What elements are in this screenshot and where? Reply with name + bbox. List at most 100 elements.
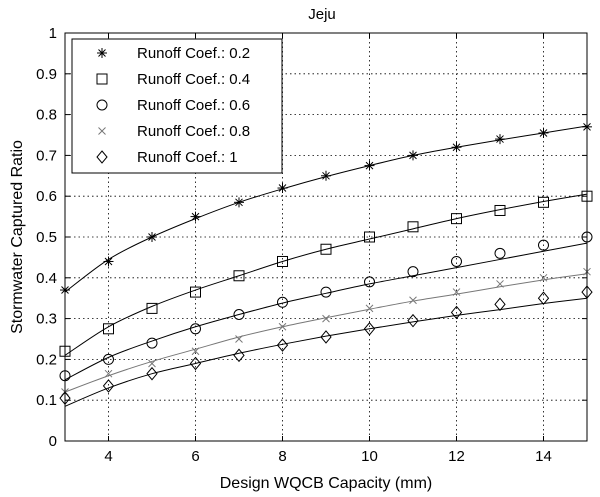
data-point-1 [103,323,114,335]
y-tick-labels: 0 0.1 0.2 0.3 0.4 0.5 0.6 0.7 0.8 0.9 1 [36,25,57,450]
chart-title: Jeju [308,6,336,23]
data-point-4 [494,297,506,312]
legend-entry: Runoff Coef.: 0.6 [96,97,250,114]
y-tick-label: 0.3 [36,311,57,328]
y-tick-label: 0.6 [36,188,57,205]
legend-label: Runoff Coef.: 1 [137,149,238,166]
y-tick-label: 0.7 [36,147,57,164]
legend-label: Runoff Coef.: 0.4 [137,71,250,88]
data-point-2 [190,323,201,335]
data-point-2 [364,276,375,288]
data-point-2 [277,296,288,308]
data-point-0 [451,142,462,153]
x-tick-label: 6 [191,448,199,465]
data-point-3 [191,347,200,356]
legend-entry: Runoff Coef.: 0.8 [98,123,250,140]
data-point-1 [190,286,201,298]
y-tick-label: 0.2 [36,351,57,368]
data-point-3 [235,335,243,343]
y-tick-label: 0.5 [36,229,57,246]
legend-label: Runoff Coef.: 0.2 [137,45,250,62]
data-point-1 [451,213,462,225]
data-point-0 [190,211,201,222]
data-point-2 [233,309,245,321]
legend-marker [98,127,106,135]
y-tick-label: 0.9 [36,66,57,83]
legend-entry: Runoff Coef.: 0.4 [96,71,250,88]
data-point-0 [495,134,505,145]
data-point-2 [103,353,114,365]
y-axis-label: Stormwater Captured Ratio [9,140,26,334]
data-point-3 [409,296,417,305]
data-point-0 [364,160,375,171]
data-point-2 [538,239,549,251]
data-point-4 [146,366,158,381]
data-point-4 [233,348,245,363]
data-point-1 [538,196,549,208]
data-point-2 [320,286,332,298]
data-point-0 [277,183,288,194]
data-point-4 [537,291,550,305]
data-point-0 [103,256,114,267]
x-tick-labels: 4 6 8 10 12 14 [104,448,552,465]
data-point-3 [322,314,330,323]
data-point-3 [104,369,113,378]
data-point-3 [539,273,548,282]
x-tick-label: 14 [535,448,552,465]
legend-marker [96,99,108,111]
data-point-1 [277,255,288,267]
data-point-3 [365,304,374,313]
x-tick-label: 8 [278,448,286,465]
data-point-4 [102,379,115,393]
legend-entries: Runoff Coef.: 0.2 Runoff Coef.: 0.4 Runoff… [96,45,250,166]
data-point-0 [538,127,549,138]
data-point-0 [234,197,244,208]
y-tick-label: 0.8 [36,107,57,124]
data-point-1 [364,231,375,243]
x-axis-label: Design WQCB Capacity (mm) [220,475,432,492]
data-point-0 [321,170,331,181]
data-point-4 [407,313,419,328]
legend-marker [96,150,108,164]
data-point-1 [146,302,158,314]
data-point-2 [494,247,506,259]
legend-label: Runoff Coef.: 0.6 [137,97,250,114]
data-point-4 [189,356,202,371]
series-markers [59,121,593,405]
legend-label: Runoff Coef.: 0.8 [137,123,250,140]
data-point-3 [452,288,461,296]
series-curve-3 [64,273,588,393]
data-point-3 [148,359,156,368]
legend-marker [97,48,107,58]
data-point-3 [496,280,504,288]
legend-marker [96,73,108,85]
legend-entry: Runoff Coef.: 0.2 [97,45,250,62]
data-point-0 [147,232,157,242]
data-point-1 [407,221,419,233]
y-tick-label: 0.4 [36,270,57,287]
data-point-4 [450,305,463,320]
x-tick-label: 10 [361,448,378,465]
data-point-1 [320,243,332,255]
data-point-4 [363,322,376,336]
y-tick-label: 0 [49,433,57,450]
axis-ticks [65,32,587,442]
data-point-2 [146,337,158,349]
legend: Runoff Coef.: 0.2 Runoff Coef.: 0.4 Runoff… [71,38,283,174]
series-curve-1 [64,193,588,356]
data-point-2 [451,255,462,267]
x-tick-label: 4 [104,448,112,465]
y-tick-label: 0.1 [36,392,57,409]
data-point-0 [408,150,418,161]
data-point-4 [276,338,289,352]
x-tick-label: 12 [448,448,465,465]
series-curve-2 [64,242,588,381]
y-tick-label: 1 [49,25,57,42]
data-point-2 [407,266,419,278]
data-point-1 [233,270,245,282]
legend-entry: Runoff Coef.: 1 [96,149,238,166]
data-point-4 [320,330,332,344]
data-point-1 [494,204,506,216]
data-point-3 [278,322,287,331]
